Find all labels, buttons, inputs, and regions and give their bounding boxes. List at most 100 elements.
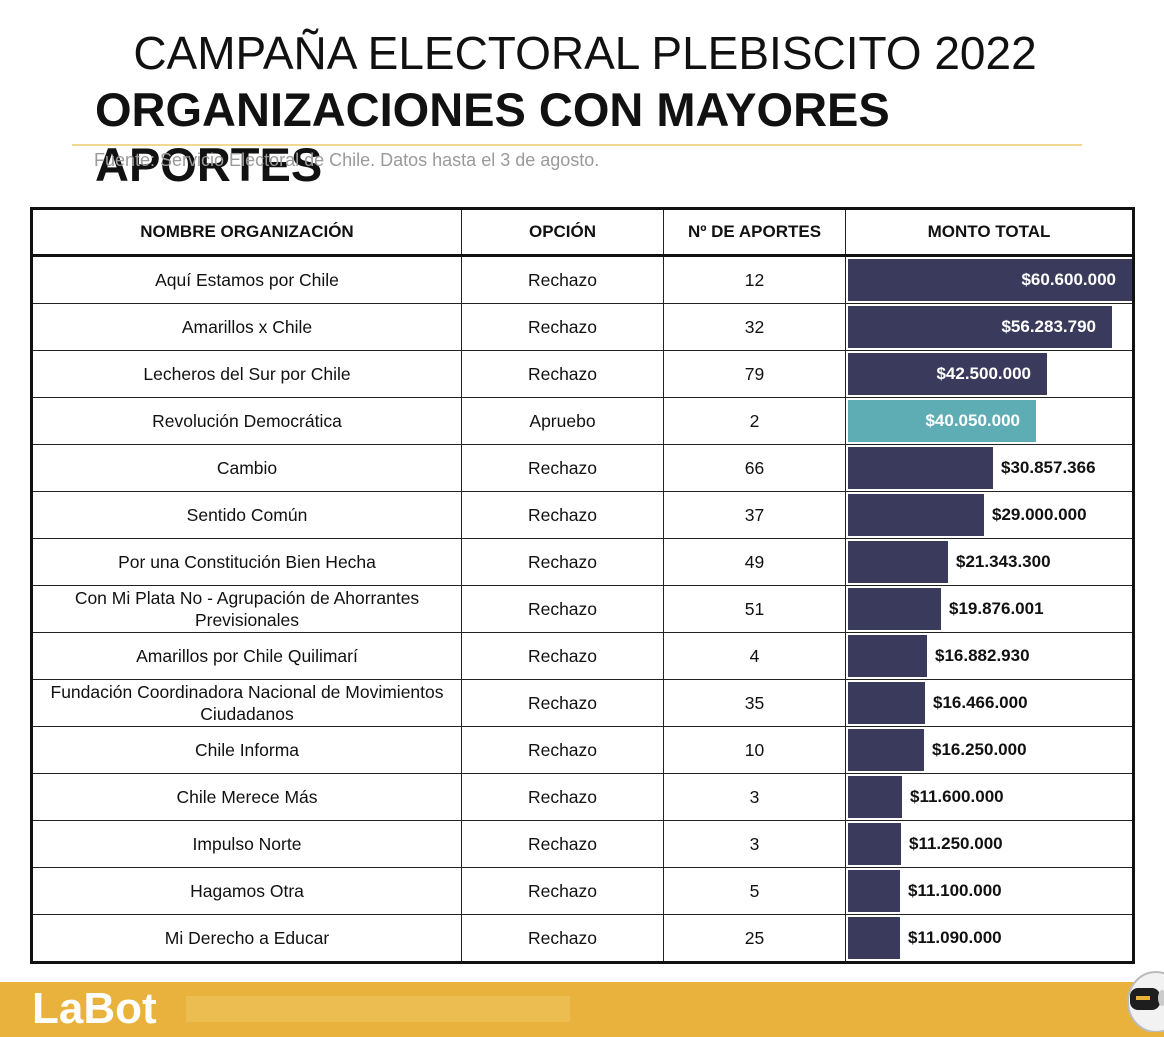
organization-name: Con Mi Plata No - Agrupación de Ahorrant… [31,585,462,633]
amount-bar [848,541,948,583]
amount-bar [848,729,924,771]
contribution-count: 4 [663,632,846,680]
amount-label: $16.882.930 [935,646,1030,665]
option-cell: Rechazo [461,350,664,398]
table-row: Por una Constitución Bien Hecha Rechazo 49… [31,538,1134,586]
column-header-option: OPCIÓN [461,208,664,256]
table-header-row: NOMBRE ORGANIZACIÓN OPCIÓN Nº DE APORTES… [31,208,1134,256]
option-cell: Rechazo [461,773,664,821]
amount-bar [848,823,901,865]
amount-bar [848,259,1132,301]
chart-subtitle: ORGANIZACIONES CON MAYORES APORTES [95,83,890,191]
amount-label: $56.283.790 [1001,317,1096,336]
option-cell: Apruebo [461,397,664,445]
amount-label: $16.466.000 [933,693,1028,712]
amount-cell: $56.283.790 [845,303,1134,351]
organization-name: Revolución Democrática [31,397,462,445]
amount-label: $40.050.000 [925,411,1020,430]
organization-name: Aquí Estamos por Chile [31,255,462,304]
contribution-count: 51 [663,585,846,633]
option-cell: Rechazo [461,914,664,963]
option-cell: Rechazo [461,538,664,586]
column-header-name: NOMBRE ORGANIZACIÓN [31,208,462,256]
contributions-table: NOMBRE ORGANIZACIÓN OPCIÓN Nº DE APORTES… [30,207,1135,964]
amount-bar [848,870,900,912]
amount-label: $11.090.000 [908,928,1002,947]
amount-bar [848,306,1112,348]
footer-band [0,982,1164,1037]
contribution-count: 5 [663,867,846,915]
source-note: Fuente: Servicio Electoral de Chile. Dat… [94,150,600,170]
amount-bar [848,635,927,677]
title-divider [72,144,1082,146]
amount-label: $11.250.000 [909,834,1003,853]
table-row: Chile Merece Más Rechazo 3 $11.600.000 [31,773,1134,821]
amount-cell: $16.250.000 [845,726,1134,774]
amount-bar [848,400,1036,442]
column-header-amount: MONTO TOTAL [845,208,1134,256]
organization-name: Cambio [31,444,462,492]
chart-title: CAMPAÑA ELECTORAL PLEBISCITO 2022 [133,27,1037,79]
amount-bar [848,447,993,489]
option-cell: Rechazo [461,585,664,633]
amount-label: $60.600.000 [1021,270,1116,289]
footer-stripe [186,996,570,1022]
option-cell: Rechazo [461,444,664,492]
robot-mascot-icon [1127,971,1164,1032]
amount-cell: $16.466.000 [845,679,1134,727]
amount-label: $19.876.001 [949,599,1044,618]
organization-name: Chile Informa [31,726,462,774]
contribution-count: 66 [663,444,846,492]
organization-name: Impulso Norte [31,820,462,868]
amount-label: $29.000.000 [992,505,1087,524]
amount-cell: $60.600.000 [845,255,1134,304]
option-cell: Rechazo [461,726,664,774]
table-row: Con Mi Plata No - Agrupación de Ahorrant… [31,585,1134,633]
column-header-count: Nº DE APORTES [663,208,846,256]
amount-bar [848,776,902,818]
table-row: Amarillos x Chile Rechazo 32 $56.283.790 [31,303,1134,351]
contribution-count: 10 [663,726,846,774]
amount-label: $30.857.366 [1001,458,1096,477]
table-row: Fundación Coordinadora Nacional de Movim… [31,679,1134,727]
option-cell: Rechazo [461,303,664,351]
contribution-count: 35 [663,679,846,727]
amount-cell: $11.100.000 [845,867,1134,915]
organization-name: Por una Constitución Bien Hecha [31,538,462,586]
table-row: Amarillos por Chile Quilimarí Rechazo 4 $16… [31,632,1134,680]
option-cell: Rechazo [461,679,664,727]
amount-bar [848,917,900,959]
option-cell: Rechazo [461,820,664,868]
organization-name: Hagamos Otra [31,867,462,915]
contribution-count: 37 [663,491,846,539]
organization-name: Mi Derecho a Educar [31,914,462,963]
amount-cell: $11.250.000 [845,820,1134,868]
amount-cell: $19.876.001 [845,585,1134,633]
amount-cell: $11.600.000 [845,773,1134,821]
amount-cell: $30.857.366 [845,444,1134,492]
amount-cell: $16.882.930 [845,632,1134,680]
table-row: Lecheros del Sur por Chile Rechazo 79 $42.5… [31,350,1134,398]
table-row: Cambio Rechazo 66 $30.857.366 [31,444,1134,492]
amount-label: $21.343.300 [956,552,1051,571]
organization-name: Fundación Coordinadora Nacional de Movim… [31,679,462,727]
contribution-count: 32 [663,303,846,351]
amount-label: $16.250.000 [932,740,1027,759]
amount-label: $42.500.000 [936,364,1031,383]
amount-cell: $29.000.000 [845,491,1134,539]
contribution-count: 3 [663,820,846,868]
amount-cell: $21.343.300 [845,538,1134,586]
organization-name: Amarillos x Chile [31,303,462,351]
option-cell: Rechazo [461,255,664,304]
table-row: Impulso Norte Rechazo 3 $11.250.000 [31,820,1134,868]
table-row: Revolución Democrática Apruebo 2 $40.050.00… [31,397,1134,445]
table-row: Mi Derecho a Educar Rechazo 25 $11.090.000 [31,914,1134,963]
organization-name: Lecheros del Sur por Chile [31,350,462,398]
option-cell: Rechazo [461,867,664,915]
contribution-count: 12 [663,255,846,304]
table-row: Aquí Estamos por Chile Rechazo 12 $60.600.0… [31,255,1134,304]
table-row: Hagamos Otra Rechazo 5 $11.100.000 [31,867,1134,915]
organization-name: Amarillos por Chile Quilimarí [31,632,462,680]
organization-name: Sentido Común [31,491,462,539]
contribution-count: 25 [663,914,846,963]
